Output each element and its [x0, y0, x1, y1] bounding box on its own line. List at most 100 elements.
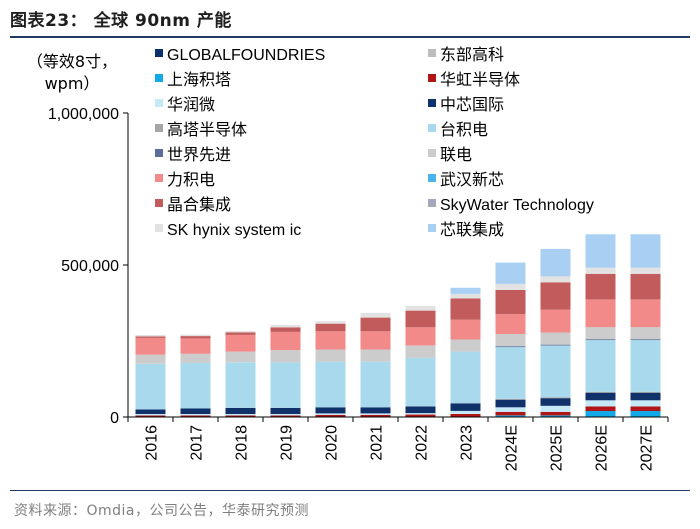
bar-segment-2023-s9 [450, 339, 481, 352]
bar-segment-2024e-s10 [495, 314, 526, 334]
bar-segment-2023-s14 [450, 293, 481, 299]
figure-title: 图表23： 全球 90nm 产能 [10, 11, 232, 31]
x-tick-label-2016: 2016 [144, 425, 161, 461]
legend-swatch [155, 149, 163, 157]
bar-segment-2026e-s8 [585, 339, 616, 341]
legend-swatch [428, 174, 436, 182]
legend-swatch [155, 74, 163, 82]
legend-label: SK hynix system ic [167, 222, 301, 239]
legend-label: 华虹半导体 [440, 71, 520, 89]
bar-segment-2026e-s15 [585, 234, 616, 268]
legend-label: 力积电 [167, 171, 215, 189]
bar-segment-2022-s14 [405, 306, 436, 311]
bar-segment-2019-s14 [270, 324, 301, 328]
bar-segment-2023-s7 [450, 351, 481, 404]
bar-segment-2023-s3 [450, 414, 481, 417]
bar-segment-2016-s9 [135, 354, 166, 364]
bar-segment-2024e-s6 [495, 398, 526, 400]
bar-segment-2025e-s12 [540, 282, 571, 310]
source-rule [10, 490, 690, 491]
legend-swatch [155, 124, 163, 132]
bar-segment-2025e-s15 [540, 248, 571, 277]
bar-segment-2026e-s12 [585, 273, 616, 300]
legend-swatch [155, 99, 163, 107]
bar-segment-2021-s12 [360, 317, 391, 332]
x-tick-label-2018: 2018 [234, 425, 251, 461]
legend-swatch [155, 224, 163, 232]
bar-segment-2027e-s14 [630, 267, 661, 274]
x-tick-label-2027e: 2027E [639, 425, 656, 471]
bar-segment-2017-s5 [180, 408, 211, 414]
legend-label: 上海积塔 [167, 71, 231, 89]
legend-label: 联电 [440, 146, 472, 164]
axes: 2016 2017 2018 2019 2020 2021 2022 2023 2024E 202… [48, 106, 669, 471]
legend-label: 世界先进 [167, 146, 231, 164]
bar-segment-2024e-s9 [495, 334, 526, 347]
bar-segment-2019-s3 [270, 415, 301, 417]
bar-segment-2025e-s4 [540, 405, 571, 412]
bar-segment-2018-s10 [225, 334, 256, 352]
bar-segment-2026e-s3 [585, 406, 616, 411]
legend-swatch [428, 224, 436, 232]
bar-segment-2019-s4 [270, 414, 301, 416]
bar-segment-2020-s9 [315, 349, 346, 362]
bar-segment-2021-s3 [360, 414, 391, 417]
title-rule [10, 36, 690, 38]
legend-label: 台积电 [440, 121, 488, 139]
bar-segment-2019-s7 [270, 362, 301, 408]
bar-segment-2019-s9 [270, 350, 301, 363]
legend-swatch [155, 199, 163, 207]
bar-segment-2026e-s10 [585, 299, 616, 328]
bar-segment-2020-s5 [315, 407, 346, 414]
legend-swatch [428, 149, 436, 157]
legend-item-中芯国际: 中芯国际 [428, 96, 504, 114]
bar-segment-2024e-s7 [495, 347, 526, 399]
x-tick-label-2019: 2019 [279, 425, 296, 461]
bar-segment-2023-s4 [450, 410, 481, 414]
legend-label: 高塔半导体 [167, 121, 247, 139]
legend-item-力积电: 力积电 [155, 171, 215, 189]
legend-swatch [428, 74, 436, 82]
legend-label: GLOBALFOUNDRIES [167, 47, 325, 64]
bar-segment-2027e-s7 [630, 340, 661, 392]
x-tick-label-2024e: 2024E [504, 425, 521, 471]
bar-segment-2026e-s4 [585, 400, 616, 407]
bar-segment-2025e-s5 [540, 398, 571, 406]
bar-segment-2027e-s9 [630, 327, 661, 340]
legend-item-联电: 联电 [428, 146, 472, 164]
bar-segment-2021-s7 [360, 361, 391, 408]
bar-segment-2027e-s3 [630, 406, 661, 411]
bar-segment-2025e-s3 [540, 411, 571, 416]
x-tick-label-2020: 2020 [324, 425, 341, 461]
bar-segment-2018-s5 [225, 407, 256, 414]
bar-segment-2025e-s9 [540, 332, 571, 345]
legend-item-华润微: 华润微 [155, 96, 215, 114]
legend-label: 晶合集成 [167, 196, 231, 214]
legend-item-高塔半导体: 高塔半导体 [155, 121, 247, 139]
legend-swatch [428, 199, 436, 207]
bar-segment-2016-s3 [135, 415, 166, 417]
bar-segment-2025e-s7 [540, 345, 571, 398]
bar-segment-2016-s14 [135, 334, 166, 337]
bar-segment-2022-s12 [405, 310, 436, 328]
bar-segment-2026e-s5 [585, 392, 616, 401]
bar-segment-2021-s5 [360, 407, 391, 414]
legend-label: 芯联集成 [440, 221, 504, 239]
legend-item-芯联集成: 芯联集成 [428, 221, 504, 239]
bar-segment-2024e-s2 [495, 415, 526, 417]
bar-segment-2018-s4 [225, 414, 256, 416]
bar-segment-2021-s9 [360, 349, 391, 362]
bar-segment-2021-s14 [360, 313, 391, 318]
legend-item-globalfoundries: GLOBALFOUNDRIES [155, 47, 325, 64]
x-tick-label-2025e: 2025E [549, 425, 566, 471]
bar-segment-2025e-s14 [540, 276, 571, 283]
x-tick-label-2021: 2021 [369, 425, 386, 461]
bar-segment-2017-s4 [180, 414, 211, 416]
x-tick-label-2017: 2017 [189, 425, 206, 461]
bar-segment-2019-s10 [270, 331, 301, 351]
legend-item-上海积塔: 上海积塔 [155, 71, 231, 89]
bar-segment-2022-s3 [405, 414, 436, 417]
bar-segment-2027e-s15 [630, 234, 661, 268]
bar-segment-2016-s10 [135, 338, 166, 355]
